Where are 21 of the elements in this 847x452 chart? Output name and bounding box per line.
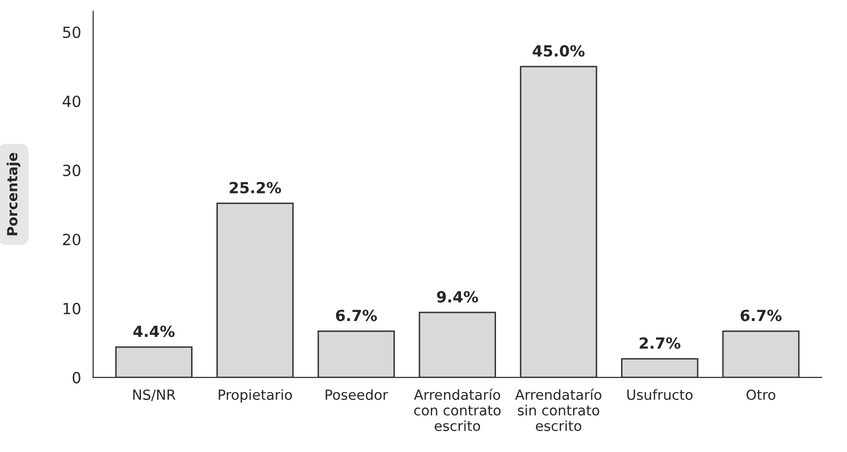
y-tick-label: 50 xyxy=(63,26,80,38)
x-tick-label: Otro xyxy=(746,389,776,400)
x-tick-label: NS/NR xyxy=(133,389,176,402)
data-label: 6.7% xyxy=(740,310,782,322)
y-tick-label: 0 xyxy=(72,372,80,384)
data-label: 45.0% xyxy=(532,45,585,57)
data-label: 4.4% xyxy=(133,326,175,338)
data-label: 9.4% xyxy=(436,291,478,303)
data-label: 25.2% xyxy=(230,182,282,194)
y-axis-title: Porcentaje xyxy=(6,152,20,236)
y-tick-label: 30 xyxy=(63,164,80,176)
x-tick-label: Arrendatarío sin contrato escrito xyxy=(515,388,602,432)
data-label: 2.7% xyxy=(640,337,680,349)
x-tick-label: Arrendatarío con contrato escrito xyxy=(414,388,501,432)
y-tick-label: 40 xyxy=(62,96,80,108)
y-tick-label: 10 xyxy=(64,302,80,314)
data-label: 6.7% xyxy=(336,310,377,322)
x-tick-label: Poseedor xyxy=(326,389,388,400)
x-tick-label: Propietario xyxy=(218,389,292,403)
x-tick-label: Usufructo xyxy=(627,389,693,400)
y-tick-label: 20 xyxy=(63,234,80,246)
